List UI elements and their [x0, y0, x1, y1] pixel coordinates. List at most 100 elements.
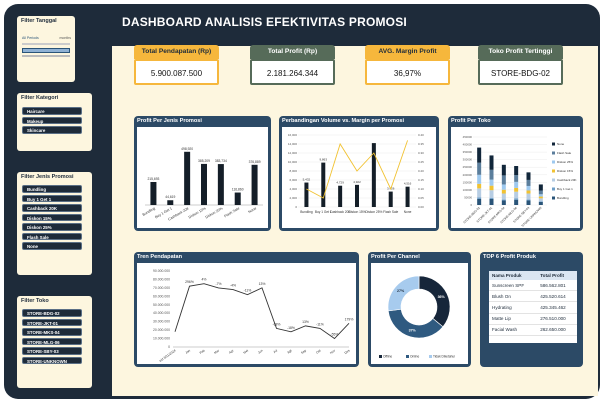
card-volume-margin: Perbandingan Volume vs. Margin per Promo… — [279, 116, 439, 231]
slicer-promosi-flashsale[interactable]: Flash Sale — [22, 232, 82, 240]
stack-segment — [526, 179, 531, 186]
bar — [234, 192, 241, 205]
x-tick-label: Sep — [300, 348, 307, 355]
stack-segment — [489, 190, 494, 198]
legend-swatch — [379, 355, 382, 358]
y2-tick-label: 0.30 — [418, 151, 424, 155]
stack-segment — [538, 196, 543, 199]
slicer-kategori-skincare[interactable]: Skincare — [22, 126, 82, 134]
timeline-scrollbar[interactable] — [22, 55, 70, 57]
x-tick-label: Agt — [286, 348, 292, 354]
y-tick-label: 250000 — [463, 165, 473, 169]
y-tick-label: 350000 — [463, 150, 473, 154]
slicer-promosi-diskon15[interactable]: Diskon 15% — [22, 213, 82, 221]
stack-segment — [526, 172, 531, 180]
filter-kategori-panel: Filter Kategori Haircare Makeup Skincare — [17, 93, 92, 151]
bar — [251, 164, 258, 205]
slicer-promosi-bundling[interactable]: Bundling — [22, 185, 82, 193]
y-tick-label: 200000 — [463, 173, 473, 177]
slicer-kategori-haircare[interactable]: Haircare — [22, 107, 82, 115]
data-label: 385,209 — [198, 159, 210, 163]
stack-segment — [489, 155, 494, 170]
stack-segment — [538, 190, 543, 195]
card-title: Profit Per Toko — [451, 118, 491, 124]
slicer-promosi-none[interactable]: None — [22, 242, 82, 250]
stack-segment — [514, 181, 519, 188]
kpi-value: 2.181.264.344 — [250, 59, 335, 85]
kpi-value: 5.900.087.500 — [134, 59, 219, 85]
donut-slice — [387, 275, 420, 312]
filter-toko-title: Filter Toko — [21, 298, 49, 304]
table-cell: Hydrating — [489, 301, 538, 314]
stack-segment — [514, 187, 519, 192]
pct-label: 13% — [302, 320, 309, 324]
slicer-toko-mks[interactable]: STORE-MKS-04 — [22, 328, 82, 336]
legend-swatch — [406, 355, 409, 358]
y-tick-label: 8,000 — [289, 169, 297, 173]
legend-label: Diskon 15% — [557, 169, 573, 173]
slicer-promosi-cashback[interactable]: Cashback 20K — [22, 204, 82, 212]
legend-label: Flash Sale — [557, 151, 572, 155]
legend-label: Tidak Diketahui — [433, 355, 455, 359]
y-tick-label: 6,000 — [289, 178, 297, 182]
volume-bar — [405, 186, 410, 207]
table-cell: 276.510.000 — [537, 313, 577, 325]
timeline-bar[interactable] — [22, 48, 70, 53]
stack-segment — [489, 169, 494, 180]
data-label: 44,619 — [165, 195, 175, 199]
kpi-value: 36,97% — [365, 59, 450, 85]
stack-segment — [538, 198, 543, 202]
slicer-toko-jkt[interactable]: STORE-JKT-01 — [22, 318, 82, 326]
legend-label: Offline — [383, 355, 392, 359]
table-row: Sunscreen SPF 586.562.801 — [489, 280, 577, 292]
y-tick-label: 90.000.000 — [153, 269, 170, 273]
stack-segment — [489, 185, 494, 191]
donut-slice — [387, 308, 444, 339]
slicer-promosi-diskon25[interactable]: Diskon 25% — [22, 223, 82, 231]
card-profit-promosi: Profit Per Jenis Promosi 215,693 Bundling… — [134, 116, 271, 231]
stack-segment — [477, 162, 482, 175]
slicer-toko-bdg[interactable]: STORE-BDG-02 — [22, 309, 82, 317]
data-label: 376,889 — [249, 160, 261, 164]
table-cell: Blush On — [489, 290, 538, 303]
pct-label: 179% — [345, 317, 354, 321]
x-tick-label: Diskon 15% — [188, 206, 207, 219]
card-channel: Profit Per Channel 36% 37% 27% Offline Onlin… — [368, 252, 471, 367]
col-header: Total Profit — [540, 273, 565, 278]
stack-segment — [514, 166, 519, 176]
x-tick-label: Des — [344, 348, 351, 355]
legend-swatch — [552, 178, 555, 182]
x-tick-label: Bundling — [300, 210, 313, 214]
pct-label: -18% — [287, 326, 295, 330]
pct-label: -7% — [215, 282, 221, 286]
stack-segment — [538, 194, 543, 197]
kpi-label: AVG. Margin Profit — [365, 45, 450, 59]
y2-tick-label: 0.05 — [418, 196, 424, 200]
slicer-toko-sby[interactable]: STORE-SBY-03 — [22, 347, 82, 355]
data-label: 5,432 — [303, 178, 311, 182]
slice-label: 37% — [409, 329, 417, 333]
legend-swatch — [552, 196, 555, 200]
y2-tick-label: 0.25 — [418, 160, 424, 164]
slicer-promosi-b1g1[interactable]: Buy 1 Get 1 — [22, 194, 82, 202]
stack-segment — [501, 164, 506, 176]
bar — [184, 151, 191, 205]
filter-promosi-panel: Filter Jenis Promosi Bundling Buy 1 Get … — [17, 172, 92, 275]
slicer-toko-mlg[interactable]: STORE-MLG-06 — [22, 337, 82, 345]
stack-segment — [501, 199, 506, 201]
y-tick-label: 50.000.000 — [153, 303, 170, 307]
slicer-toko-unknown[interactable]: STORE-UNKNOWN — [22, 356, 82, 364]
data-label: 383,734 — [215, 159, 227, 163]
slicer-kategori-makeup[interactable]: Makeup — [22, 116, 82, 124]
y-tick-label: 70.000.000 — [153, 286, 170, 290]
volume-bar — [388, 191, 393, 207]
card-body: Nama Produk Total Profit Sunscreen SPF 58… — [489, 271, 577, 343]
y-tick-label: 20.000.000 — [153, 328, 170, 332]
data-label: 9,863 — [320, 158, 328, 162]
y2-tick-label: 0.20 — [418, 169, 424, 173]
x-tick-label: Apr — [228, 348, 235, 355]
legend-swatch — [552, 187, 555, 191]
y2-tick-label: 0.10 — [418, 187, 424, 191]
stack-segment — [526, 193, 531, 200]
